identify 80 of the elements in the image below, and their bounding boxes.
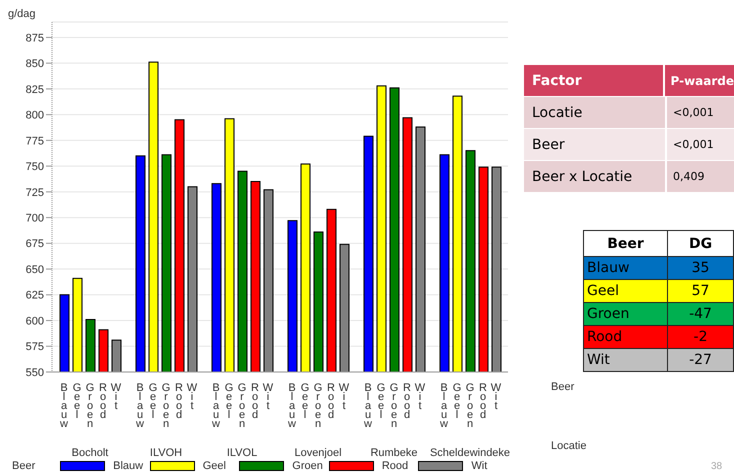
text: Locatie <box>524 97 667 128</box>
data-label: -27 <box>668 348 734 372</box>
text: Wit <box>110 382 122 409</box>
text: <0,001 <box>672 106 714 119</box>
legend-title: Beer <box>11 460 36 472</box>
y-tick-label: 725 <box>26 186 44 199</box>
y-tick-label: 625 <box>26 290 44 302</box>
x-tick-label: ILVOH <box>150 447 182 459</box>
y-tick-label: 550 <box>26 366 44 379</box>
text: Groen <box>388 382 400 427</box>
category-label: Groen <box>584 302 668 326</box>
legend-label: Blauw <box>112 460 144 472</box>
y-axis-title: g/dag <box>8 8 36 20</box>
legend-label: Groen <box>291 460 324 472</box>
text: Beer <box>584 230 668 256</box>
text: Geel <box>71 382 83 418</box>
category-label: Wit <box>584 348 668 372</box>
y-tick-label: 850 <box>26 58 44 70</box>
text: Rood <box>477 382 489 418</box>
text: Geel <box>451 382 463 418</box>
text: Blauw <box>210 382 222 427</box>
legend-label: Wit <box>470 460 488 472</box>
x-tick-label: Rumbeke <box>370 447 418 459</box>
x-tick-label: ILVOL <box>226 447 258 459</box>
text: Groen <box>160 382 172 427</box>
text: Beer x Locatie <box>524 161 667 192</box>
text: Groen <box>84 382 96 427</box>
y-tick-label: 575 <box>26 341 44 354</box>
x-tick-label: Scheldewindeke <box>430 447 510 459</box>
text: Wit <box>490 382 502 409</box>
text: Wit <box>414 382 426 409</box>
y-tick-label: 775 <box>26 135 44 148</box>
x-axis-title: Locatie <box>551 440 586 452</box>
data-label: 57 <box>668 280 734 302</box>
text: Geel <box>147 382 159 418</box>
y-tick-label: 750 <box>26 161 44 174</box>
text: Wit <box>262 382 274 409</box>
text: Groen <box>236 382 248 427</box>
y-tick-label: 800 <box>26 110 44 122</box>
text: Blauw <box>58 382 70 427</box>
y-tick-label: 600 <box>26 315 44 328</box>
text: Factor <box>524 65 664 96</box>
text: Rood <box>97 382 109 418</box>
text: Wit <box>186 382 198 409</box>
x-tick-label: Lovenjoel <box>294 447 342 459</box>
text: DG <box>668 230 734 256</box>
data-label: 35 <box>668 256 734 280</box>
legend-label: Geel <box>202 460 227 472</box>
y-tick-label: 650 <box>26 264 44 276</box>
text: Blauw <box>286 382 298 427</box>
text: 0,409 <box>672 170 704 183</box>
text: Geel <box>299 382 311 418</box>
y-tick-label: 825 <box>26 84 44 96</box>
category-label: Blauw <box>584 256 668 280</box>
category-label: Rood <box>584 326 668 348</box>
y-tick-label: 675 <box>26 238 44 250</box>
data-label: -2 <box>668 326 734 348</box>
text: Blauw <box>134 382 146 427</box>
text: Geel <box>223 382 235 418</box>
text: Beer <box>551 381 574 393</box>
legend-label: Rood <box>380 460 410 472</box>
text: Beer <box>524 129 667 160</box>
text: Blauw <box>438 382 450 427</box>
text: Rood <box>249 382 261 418</box>
text: Wit <box>338 382 350 409</box>
text: Groen <box>312 382 324 427</box>
data-label: -47 <box>668 302 734 326</box>
text: <0,001 <box>672 138 714 151</box>
text: Rood <box>173 382 185 418</box>
text: Rood <box>401 382 413 418</box>
text: 38 <box>711 461 722 472</box>
y-tick-label: 875 <box>26 32 44 44</box>
text: Geel <box>375 382 387 418</box>
y-tick-label: 700 <box>26 212 44 224</box>
text: Blauw <box>362 382 374 427</box>
x-tick-label: Bocholt <box>72 447 108 459</box>
text: P-waarde <box>670 74 734 88</box>
text: Rood <box>325 382 337 418</box>
text: Groen <box>464 382 476 427</box>
category-label: Geel <box>584 280 668 302</box>
